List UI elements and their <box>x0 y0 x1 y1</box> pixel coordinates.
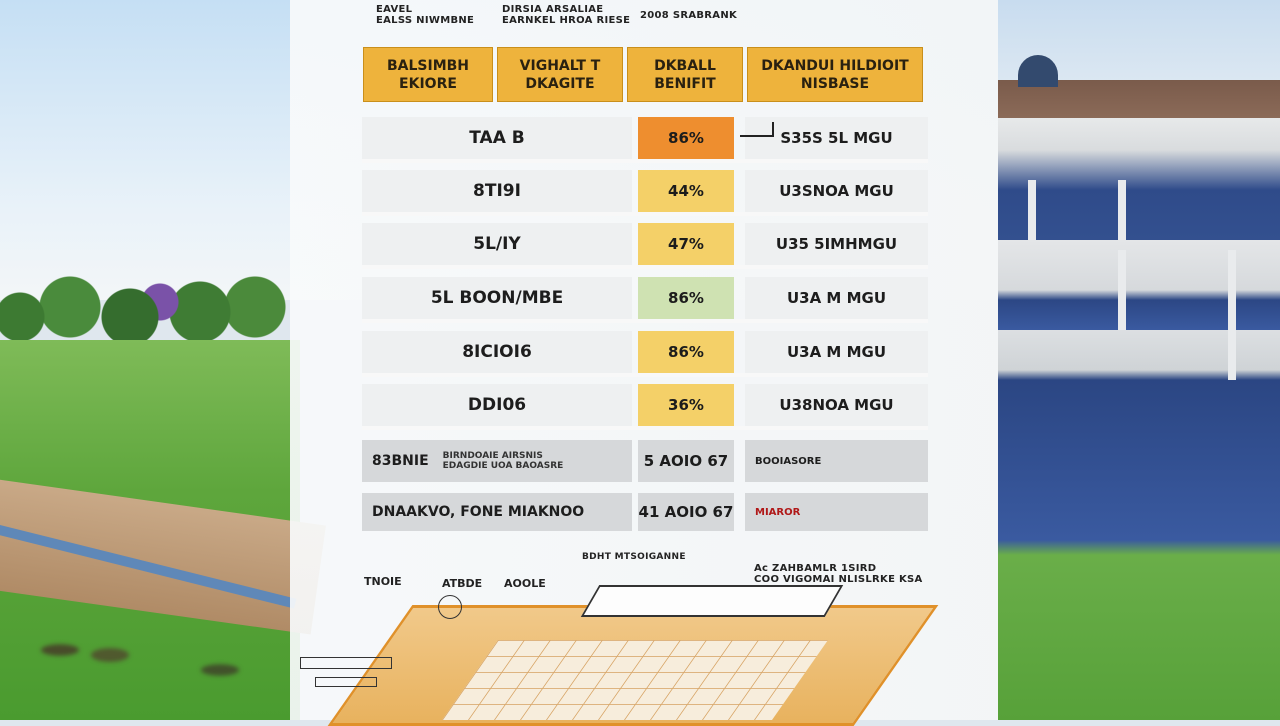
row-percent: 86% <box>638 117 734 159</box>
blueprint-plate <box>580 585 844 617</box>
table-row: DDI06 36% U38NOA MGU <box>362 384 928 430</box>
table-row: TAA B 86% S35S 5L MGU <box>362 117 928 163</box>
summary-value: BOOIASORE <box>745 440 928 482</box>
grandstand-column <box>1228 250 1236 380</box>
row-percent: 36% <box>638 384 734 426</box>
column-header-3: DKBALL BENIFIT <box>627 47 743 102</box>
row-divider <box>362 265 928 269</box>
row-percent: 86% <box>638 277 734 319</box>
summary-value: MIAROR <box>745 493 928 531</box>
row-value: S35S 5L MGU <box>745 117 928 159</box>
row-divider <box>362 373 928 377</box>
blueprint-label: TNOIE <box>364 575 402 588</box>
blueprint-grid <box>441 640 829 720</box>
track-blueprint-illustration: TNOIE ATBDE AOOLE <box>300 575 939 726</box>
row-label: 5L/IY <box>362 223 632 265</box>
header-note-left: EAVEL EALSS NIWMBNE <box>376 4 475 26</box>
row-label: 5L BOON/MBE <box>362 277 632 319</box>
row-value: U3A M MGU <box>745 277 928 319</box>
row-divider <box>362 426 928 430</box>
table-row: 8ICIOI6 86% U3A M MGU <box>362 331 928 377</box>
table-row: 5L/IY 47% U35 5IMHMGU <box>362 223 928 269</box>
row-label: 8ICIOI6 <box>362 331 632 373</box>
table-row: 8TI9I 44% U3SNOA MGU <box>362 170 928 216</box>
row-divider <box>362 212 928 216</box>
row-label: 8TI9I <box>362 170 632 212</box>
summary-sublabel: BIRNDOAIE AIRSNIS EDAGDIE UOA BAOASRE <box>442 451 564 471</box>
grandstand-column <box>1118 180 1126 240</box>
row-percent: 44% <box>638 170 734 212</box>
column-header-1: BALSIMBH EKIORE <box>363 47 493 102</box>
blueprint-label: ATBDE <box>442 577 483 590</box>
sketch-circle <box>438 595 462 619</box>
header-note-mid: DIRSIA ARSALIAE EARNKEL HROA RIESE <box>502 4 631 26</box>
row-value: U38NOA MGU <box>745 384 928 426</box>
header-note-right: 2008 SRABRANK <box>640 10 738 21</box>
column-header-4: DKANDUI HILDIOIT NISBASE <box>747 47 923 102</box>
row-divider <box>362 319 928 323</box>
grandstand-image <box>998 0 1280 720</box>
grandstand-column <box>1028 180 1036 240</box>
row-value: U35 5IMHMGU <box>745 223 928 265</box>
row-percent: 86% <box>638 331 734 373</box>
table-row: 5L BOON/MBE 86% U3A M MGU <box>362 277 928 323</box>
grandstand-column <box>1118 250 1126 330</box>
footer-note-center: BDHT MTSOIGANNE <box>582 552 686 562</box>
tree-line <box>0 262 300 352</box>
summary-row: DNAAKVO, FONE MIAKNOO 41 AOIO 67 MIAROR <box>362 493 928 531</box>
summary-percent: 5 AOIO 67 <box>638 440 734 482</box>
row-label: TAA B <box>362 117 632 159</box>
row-percent: 47% <box>638 223 734 265</box>
blueprint-label: AOOLE <box>504 577 546 590</box>
summary-label: DNAAKVO, FONE MIAKNOO <box>362 493 632 531</box>
summary-label-text: 83BNIE <box>372 453 429 469</box>
connector-line <box>740 135 774 137</box>
connector-line <box>772 122 774 136</box>
row-label: DDI06 <box>362 384 632 426</box>
column-header-2: VIGHALT T DKAGITE <box>497 47 623 102</box>
racing-horses-image <box>20 610 260 710</box>
summary-label: 83BNIE BIRNDOAIE AIRSNIS EDAGDIE UOA BAO… <box>362 440 632 482</box>
row-divider <box>362 159 928 163</box>
summary-row: 83BNIE BIRNDOAIE AIRSNIS EDAGDIE UOA BAO… <box>362 440 928 482</box>
footer-note-right: Ac ZAHBAMLR 1SIRD COO VIGOMAI NLISLRKE K… <box>754 563 923 585</box>
sketch-line <box>300 657 392 669</box>
row-value: U3SNOA MGU <box>745 170 928 212</box>
grandstand-dome <box>1018 55 1058 87</box>
row-value: U3A M MGU <box>745 331 928 373</box>
summary-percent: 41 AOIO 67 <box>638 493 734 531</box>
sketch-line <box>315 677 377 687</box>
